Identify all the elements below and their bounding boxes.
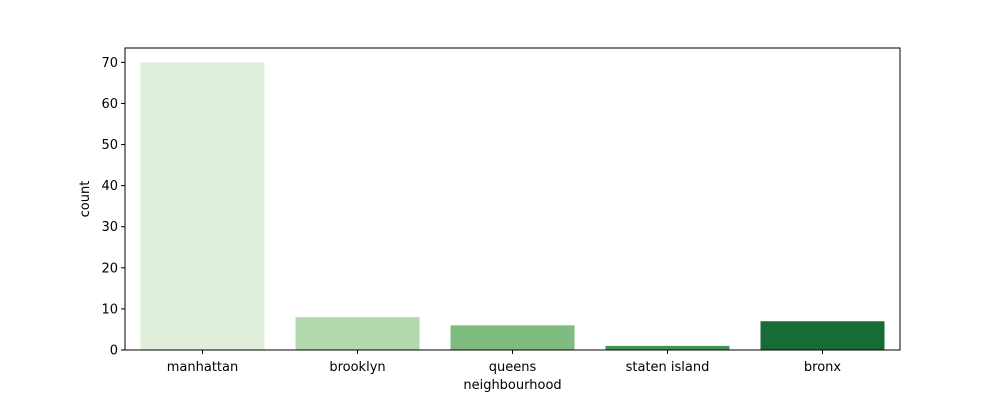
y-tick-label: 20 xyxy=(101,261,118,276)
x-tick-label: bronx xyxy=(804,360,842,375)
bar-brooklyn xyxy=(295,317,420,350)
y-tick-label: 10 xyxy=(101,302,118,317)
y-tick-label: 40 xyxy=(101,179,118,194)
y-tick-label: 60 xyxy=(101,97,118,112)
y-tick-label: 70 xyxy=(101,56,118,71)
bar-staten-island xyxy=(605,345,730,350)
y-axis: 0 10 20 30 40 50 60 70 xyxy=(101,56,125,359)
bar-bronx xyxy=(760,321,885,350)
x-axis-label: neighbourhood xyxy=(463,378,561,393)
y-tick-label: 0 xyxy=(110,344,118,359)
x-tick-label: manhattan xyxy=(167,360,238,375)
bar-queens xyxy=(450,325,575,350)
bar-manhattan xyxy=(140,62,265,350)
y-axis-label: count xyxy=(78,181,93,218)
x-axis: manhattan brooklyn queens staten island bron… xyxy=(167,350,842,375)
y-tick-label: 30 xyxy=(101,220,118,235)
x-tick-label: staten island xyxy=(626,360,710,375)
x-tick-label: brooklyn xyxy=(329,360,385,375)
bars-layer xyxy=(140,62,885,350)
y-tick-label: 50 xyxy=(101,138,118,153)
x-tick-label: queens xyxy=(489,360,537,375)
plot-frame xyxy=(124,47,901,351)
